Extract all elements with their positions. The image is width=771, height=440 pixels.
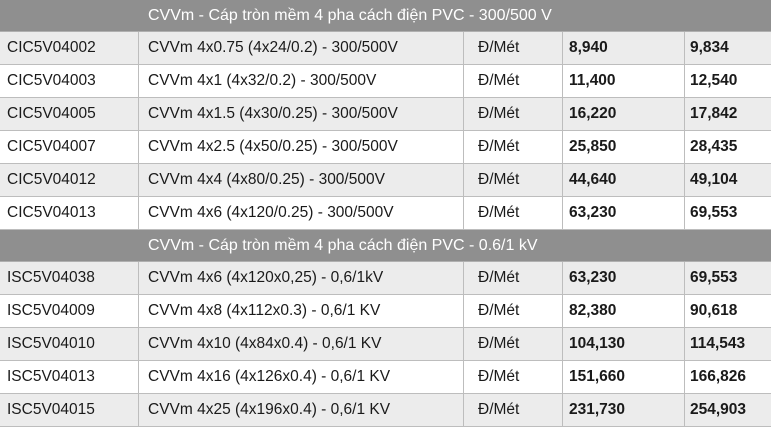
price-1: 231,730 bbox=[563, 394, 685, 426]
price-1: 104,130 bbox=[563, 328, 685, 360]
price-2: 114,543 bbox=[690, 335, 746, 352]
table-row: CIC5V04013 CVVm 4x6 (4x120/0.25) - 300/5… bbox=[0, 197, 771, 230]
product-code: ISC5V04009 bbox=[0, 295, 139, 327]
price-1: 82,380 bbox=[563, 295, 685, 327]
price-1: 11,400 bbox=[563, 65, 685, 97]
price-2: 12,540 bbox=[690, 72, 738, 89]
price-1: 44,640 bbox=[563, 164, 685, 196]
unit: Đ/Mét bbox=[464, 32, 563, 64]
product-name: CVVm 4x2.5 (4x50/0.25) - 300/500V bbox=[139, 131, 464, 163]
product-name: CVVm 4x1.5 (4x30/0.25) - 300/500V bbox=[139, 98, 464, 130]
table-row: ISC5V04038 CVVm 4x6 (4x120x0,25) - 0,6/1… bbox=[0, 262, 771, 295]
unit: Đ/Mét bbox=[464, 131, 563, 163]
product-code: CIC5V04003 bbox=[0, 65, 139, 97]
price-2: 17,842 bbox=[690, 105, 738, 122]
section-title: CVVm - Cáp tròn mềm 4 pha cách điện PVC … bbox=[148, 236, 538, 254]
table-row: ISC5V04015 CVVm 4x25 (4x196x0.4) - 0,6/1… bbox=[0, 394, 771, 427]
price-2: 166,826 bbox=[690, 368, 747, 385]
product-name: CVVm 4x25 (4x196x0.4) - 0,6/1 KV bbox=[139, 394, 464, 426]
price-2: 49,104 bbox=[690, 171, 738, 188]
price-1: 25,850 bbox=[563, 131, 685, 163]
price-2: 9,834 bbox=[690, 39, 729, 56]
price-1: 8,940 bbox=[563, 32, 685, 64]
price-2: 90,618 bbox=[690, 302, 738, 319]
product-code: ISC5V04015 bbox=[0, 394, 139, 426]
product-code: CIC5V04013 bbox=[0, 197, 139, 229]
product-code: CIC5V04012 bbox=[0, 164, 139, 196]
price-1: 63,230 bbox=[563, 262, 685, 294]
section-title: CVVm - Cáp tròn mềm 4 pha cách điện PVC … bbox=[148, 6, 552, 24]
product-name: CVVm 4x6 (4x120/0.25) - 300/500V bbox=[139, 197, 464, 229]
price-2: 254,903 bbox=[690, 401, 747, 418]
table-row: CIC5V04003 CVVm 4x1 (4x32/0.2) - 300/500… bbox=[0, 65, 771, 98]
unit: Đ/Mét bbox=[464, 361, 563, 393]
product-code: ISC5V04010 bbox=[0, 328, 139, 360]
product-name: CVVm 4x6 (4x120x0,25) - 0,6/1kV bbox=[139, 262, 464, 294]
unit: Đ/Mét bbox=[464, 295, 563, 327]
unit: Đ/Mét bbox=[464, 98, 563, 130]
price-2: 69,553 bbox=[690, 269, 738, 286]
product-name: CVVm 4x8 (4x112x0.3) - 0,6/1 KV bbox=[139, 295, 464, 327]
price-1: 151,660 bbox=[563, 361, 685, 393]
product-name: CVVm 4x4 (4x80/0.25) - 300/500V bbox=[139, 164, 464, 196]
price-1: 16,220 bbox=[563, 98, 685, 130]
product-name: CVVm 4x16 (4x126x0.4) - 0,6/1 KV bbox=[139, 361, 464, 393]
product-code: ISC5V04038 bbox=[0, 262, 139, 294]
price-1: 63,230 bbox=[563, 197, 685, 229]
table-row: CIC5V04012 CVVm 4x4 (4x80/0.25) - 300/50… bbox=[0, 164, 771, 197]
table-row: ISC5V04009 CVVm 4x8 (4x112x0.3) - 0,6/1 … bbox=[0, 295, 771, 328]
product-code: CIC5V04005 bbox=[0, 98, 139, 130]
product-name: CVVm 4x0.75 (4x24/0.2) - 300/500V bbox=[139, 32, 464, 64]
unit: Đ/Mét bbox=[464, 197, 563, 229]
price-2: 69,553 bbox=[690, 204, 738, 221]
table-row: ISC5V04013 CVVm 4x16 (4x126x0.4) - 0,6/1… bbox=[0, 361, 771, 394]
unit: Đ/Mét bbox=[464, 328, 563, 360]
price-2: 28,435 bbox=[690, 138, 738, 155]
product-code: CIC5V04007 bbox=[0, 131, 139, 163]
section-header: CVVm - Cáp tròn mềm 4 pha cách điện PVC … bbox=[0, 230, 771, 262]
unit: Đ/Mét bbox=[464, 394, 563, 426]
unit: Đ/Mét bbox=[464, 262, 563, 294]
table-row: CIC5V04005 CVVm 4x1.5 (4x30/0.25) - 300/… bbox=[0, 98, 771, 131]
price-table: CVVm - Cáp tròn mềm 4 pha cách điện PVC … bbox=[0, 0, 771, 427]
table-row: ISC5V04010 CVVm 4x10 (4x84x0.4) - 0,6/1 … bbox=[0, 328, 771, 361]
unit: Đ/Mét bbox=[464, 65, 563, 97]
table-row: CIC5V04007 CVVm 4x2.5 (4x50/0.25) - 300/… bbox=[0, 131, 771, 164]
product-name: CVVm 4x1 (4x32/0.2) - 300/500V bbox=[139, 65, 464, 97]
table-row: CIC5V04002 CVVm 4x0.75 (4x24/0.2) - 300/… bbox=[0, 32, 771, 65]
unit: Đ/Mét bbox=[464, 164, 563, 196]
section-header: CVVm - Cáp tròn mềm 4 pha cách điện PVC … bbox=[0, 0, 771, 32]
product-code: ISC5V04013 bbox=[0, 361, 139, 393]
product-name: CVVm 4x10 (4x84x0.4) - 0,6/1 KV bbox=[139, 328, 464, 360]
product-code: CIC5V04002 bbox=[0, 32, 139, 64]
